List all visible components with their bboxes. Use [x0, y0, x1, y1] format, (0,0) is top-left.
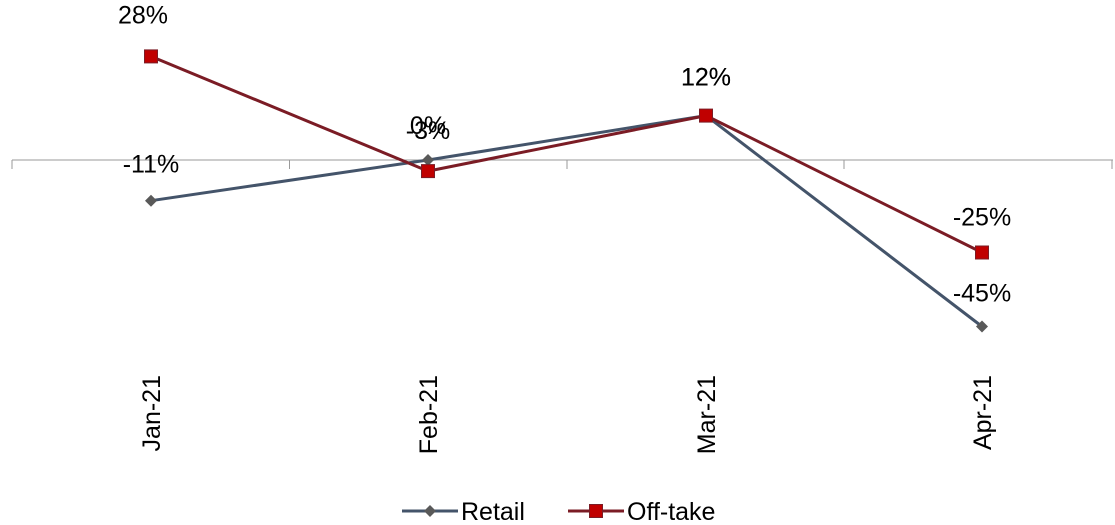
marker-off-take-apr-21 [975, 245, 989, 260]
category-label-jan-21: Jan-21 [138, 375, 166, 451]
data-label-off-take-jan-21: 28% [118, 1, 168, 29]
data-label-off-take-apr-21: -25% [953, 204, 1011, 232]
category-label-mar-21: Mar-21 [693, 375, 721, 454]
marker-retail-apr-21 [976, 320, 988, 333]
series-line-off-take [150, 55, 983, 254]
category-label-apr-21: Apr-21 [969, 375, 997, 450]
marker-off-take-jan-21 [144, 49, 158, 64]
data-label-off-take-mar-21: 12% [681, 64, 731, 92]
marker-retail-jan-21 [145, 194, 157, 207]
legend-label-off-take: Off-take [627, 498, 715, 525]
data-label-retail-mar-21: 12% [681, 64, 731, 92]
data-labels: -11%0%12%-45%28%-3%12%-25% [118, 1, 1011, 307]
marker-off-take-mar-21 [699, 108, 713, 123]
data-label-retail-apr-21: -45% [953, 280, 1011, 308]
marker-retail-feb-21 [422, 154, 434, 166]
marker-off-take-feb-21 [421, 164, 435, 179]
series-line-retail [150, 114, 983, 328]
axis-layer [11, 159, 1113, 169]
legend-label-retail: Retail [461, 498, 525, 525]
data-label-off-take-feb-21: -3% [406, 117, 450, 145]
series-markers [144, 49, 989, 333]
legend: Retail Off-take [402, 498, 715, 525]
legend-marker-off-take [589, 504, 603, 518]
data-label-retail-feb-21: 0% [410, 112, 446, 140]
legend-marker-retail [424, 505, 436, 517]
data-label-retail-jan-21: -11% [123, 151, 180, 179]
category-labels: Jan-21 Feb-21 Mar-21 Apr-21 [138, 375, 997, 454]
category-label-feb-21: Feb-21 [415, 375, 443, 454]
series-lines [150, 55, 983, 328]
